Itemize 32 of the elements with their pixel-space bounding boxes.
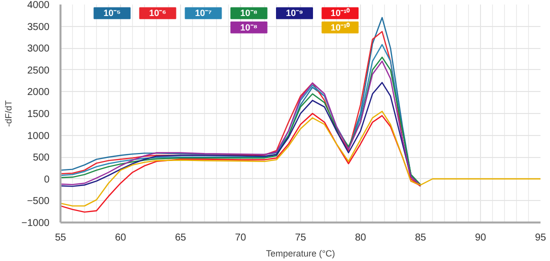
y-tick-label: 2000: [27, 87, 50, 98]
y-tick-label: 3500: [27, 22, 50, 33]
y-tick-label: −500: [26, 196, 50, 208]
text: 10⁻¹⁰: [330, 8, 351, 18]
x-tick-label: 55: [54, 232, 66, 244]
line-series: [60, 110, 540, 207]
x-tick-label: 80: [354, 232, 366, 244]
x-tick-label: 70: [234, 232, 246, 244]
x-tick-label: 90: [474, 232, 486, 244]
y-tick-label: 1000: [27, 130, 50, 142]
text: 10⁻⁸: [240, 22, 258, 32]
x-tick-label: 95: [534, 232, 546, 244]
line-series: [60, 112, 422, 213]
text: 10⁻⁶: [149, 8, 166, 18]
y-tick-label: 0: [44, 174, 50, 186]
text: 10⁻⁷: [194, 8, 212, 18]
y-axis-title: -dF/dT: [3, 100, 14, 127]
y-tick-label: 1500: [27, 109, 50, 120]
text: 10⁻⁹: [286, 8, 304, 18]
x-tick-label: 65: [174, 232, 186, 244]
y-tick-label: −1000: [21, 218, 50, 229]
x-tick-label: 60: [114, 232, 126, 244]
x-tick-label: 85: [414, 232, 426, 244]
text: 10⁻⁵: [103, 8, 121, 18]
y-tick-label: 3000: [27, 44, 50, 55]
y-tick-label: 2500: [27, 65, 50, 76]
text: 10⁻⁸: [240, 8, 258, 18]
y-tick-label: 4000: [27, 0, 50, 11]
x-tick-label: 75: [294, 232, 306, 244]
text: 10⁻¹⁰: [330, 22, 351, 32]
x-axis-title: Temperature (°C): [266, 248, 336, 258]
y-tick-label: 500: [32, 152, 50, 164]
